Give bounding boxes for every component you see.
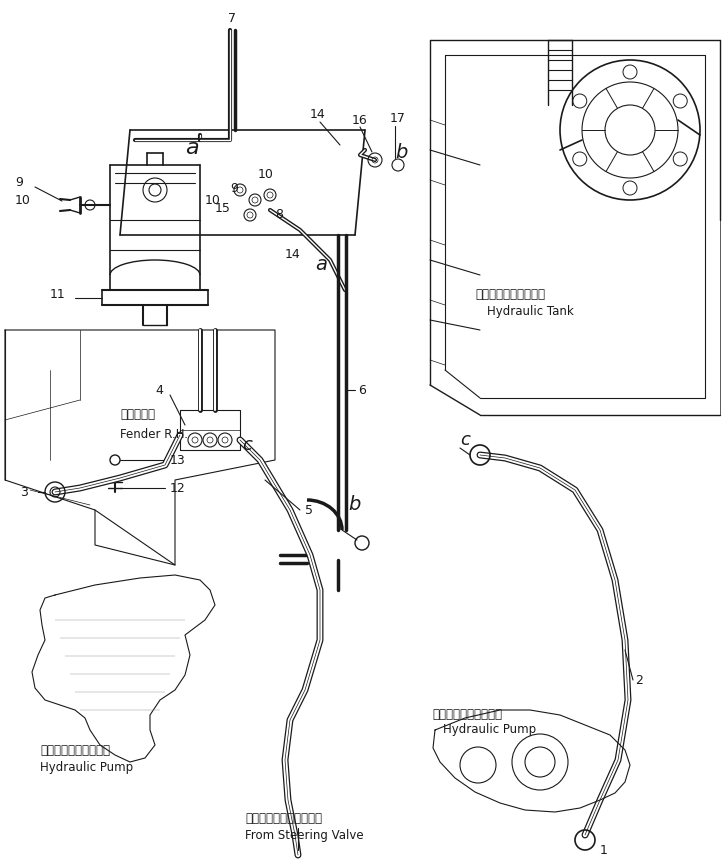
Text: 10: 10 [15, 194, 31, 207]
Text: フェンダ右: フェンダ右 [120, 408, 155, 421]
Text: 17: 17 [390, 112, 406, 125]
Text: 13: 13 [170, 453, 186, 466]
Text: 10: 10 [258, 169, 274, 182]
Text: 9: 9 [15, 176, 23, 189]
Text: 16: 16 [352, 113, 368, 126]
Text: From Steering Valve: From Steering Valve [245, 829, 364, 842]
Text: 9: 9 [230, 182, 238, 195]
Text: 6: 6 [358, 383, 366, 396]
Text: 10: 10 [205, 194, 221, 207]
Text: ハイドロリックタンク: ハイドロリックタンク [475, 289, 545, 302]
Text: 14: 14 [285, 248, 301, 261]
Text: 8: 8 [275, 208, 283, 221]
Text: 14: 14 [310, 108, 326, 121]
Polygon shape [32, 575, 215, 762]
Text: Hydraulic Tank: Hydraulic Tank [487, 305, 574, 318]
Text: b: b [348, 496, 361, 515]
Text: 11: 11 [50, 289, 65, 302]
Text: ハイドロリックポンプ: ハイドロリックポンプ [432, 708, 502, 721]
Text: ステアリングバルブから: ステアリングバルブから [245, 811, 322, 824]
Text: 1: 1 [600, 843, 608, 856]
Text: Fender R.H.: Fender R.H. [120, 428, 188, 441]
Text: c: c [242, 436, 252, 454]
Text: a: a [185, 138, 198, 158]
Text: ハイドロリックポンプ: ハイドロリックポンプ [40, 744, 110, 757]
Polygon shape [433, 710, 630, 812]
Text: 2: 2 [635, 674, 643, 687]
Text: 5: 5 [305, 503, 313, 516]
Text: Hydraulic Pump: Hydraulic Pump [443, 723, 536, 736]
Text: Hydraulic Pump: Hydraulic Pump [40, 761, 133, 774]
Text: 3: 3 [20, 485, 28, 498]
Text: a: a [315, 255, 327, 274]
Text: 12: 12 [170, 482, 186, 495]
Text: b: b [395, 144, 407, 163]
Text: c: c [460, 431, 470, 449]
Text: 7: 7 [228, 11, 236, 24]
Text: 4: 4 [155, 383, 163, 396]
Text: 15: 15 [215, 202, 231, 215]
